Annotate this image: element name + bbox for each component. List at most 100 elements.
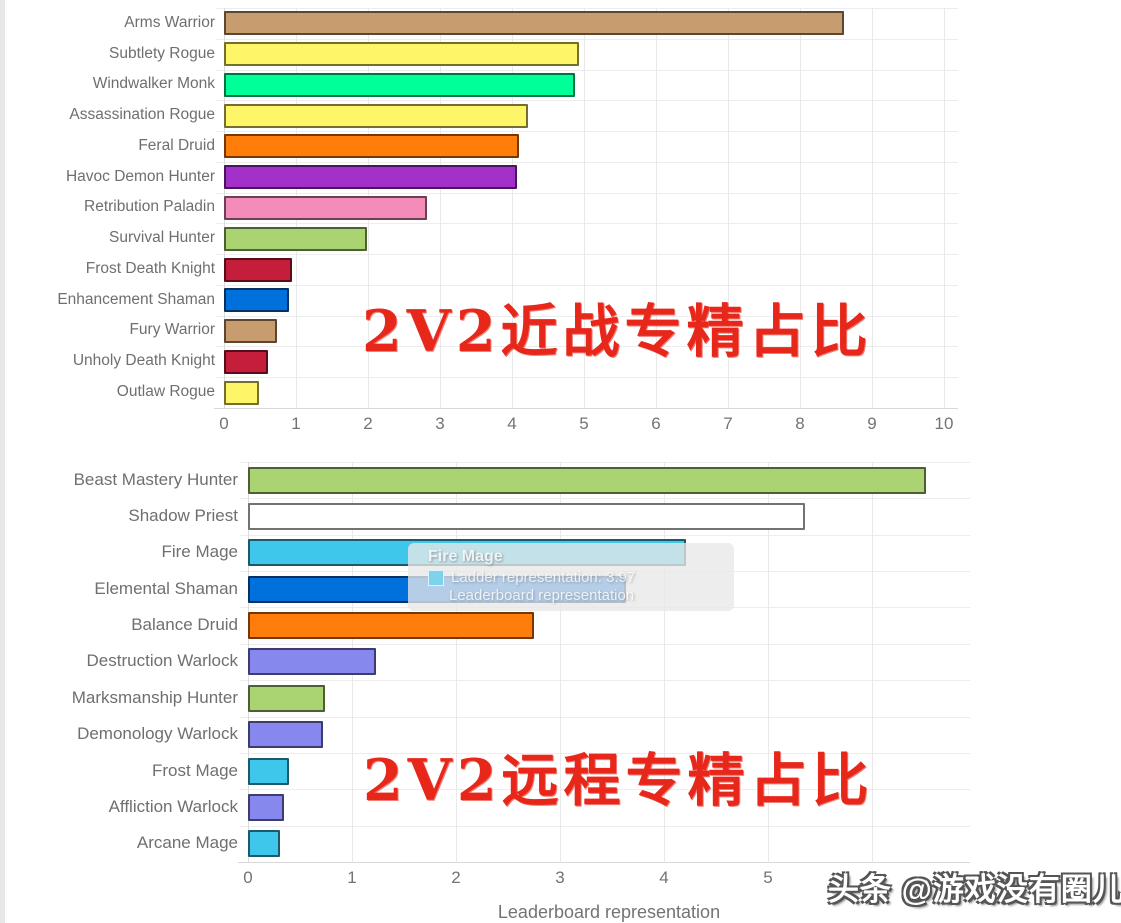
bar-havoc-demon-hunter[interactable] bbox=[224, 165, 517, 189]
category-label: Fury Warrior bbox=[129, 321, 215, 338]
tooltip-title: Fire Mage bbox=[428, 548, 503, 565]
category-label: Arms Warrior bbox=[124, 14, 215, 31]
melee-chart-overlay-title: 2V2近战专精占比 bbox=[362, 298, 873, 365]
x-tick-label: 0 bbox=[219, 414, 229, 433]
bar-unholy-death-knight[interactable] bbox=[224, 350, 268, 374]
value-gridline bbox=[944, 8, 945, 408]
category-gridline bbox=[216, 8, 958, 9]
value-gridline bbox=[728, 8, 729, 408]
bar-enhancement-shaman[interactable] bbox=[224, 288, 289, 312]
bar-shadow-priest[interactable] bbox=[248, 503, 805, 530]
category-gridline bbox=[240, 789, 970, 790]
category-label: Havoc Demon Hunter bbox=[65, 168, 215, 185]
category-label: Outlaw Rogue bbox=[116, 383, 215, 400]
x-tick-label: 5 bbox=[763, 868, 773, 887]
x-tick-label: 0 bbox=[243, 868, 253, 887]
x-tick-label: 9 bbox=[867, 414, 877, 433]
value-gridline bbox=[512, 8, 513, 408]
bar-outlaw-rogue[interactable] bbox=[224, 381, 259, 405]
category-label: Fire Mage bbox=[161, 542, 238, 561]
category-gridline bbox=[216, 254, 958, 255]
bar-retribution-paladin[interactable] bbox=[224, 196, 427, 220]
category-gridline bbox=[240, 826, 970, 827]
bar-balance-druid[interactable] bbox=[248, 612, 534, 639]
bar-beast-mastery-hunter[interactable] bbox=[248, 467, 926, 494]
x-tick-label: 10 bbox=[934, 414, 954, 433]
category-gridline bbox=[240, 644, 970, 645]
category-gridline bbox=[240, 462, 970, 463]
tooltip-line-leaderboard: Leaderboard representation bbox=[449, 587, 635, 604]
x-tick-label: 8 bbox=[795, 414, 805, 433]
category-label: Shadow Priest bbox=[128, 506, 238, 525]
category-label: Retribution Paladin bbox=[84, 198, 215, 215]
category-label: Subtlety Rogue bbox=[109, 45, 215, 62]
bar-feral-druid[interactable] bbox=[224, 134, 519, 158]
category-gridline bbox=[240, 717, 970, 718]
category-label: Frost Mage bbox=[152, 761, 238, 780]
chart-tooltip: Fire Mage Ladder representation: 3.97 Le… bbox=[408, 543, 734, 611]
x-tick-label: 4 bbox=[659, 868, 669, 887]
category-gridline bbox=[216, 193, 958, 194]
bar-survival-hunter[interactable] bbox=[224, 227, 367, 251]
category-gridline bbox=[216, 223, 958, 224]
tooltip-ladder-text: Ladder representation: 3.97 bbox=[451, 569, 636, 586]
x-axis-line bbox=[214, 408, 958, 409]
category-label: Assassination Rogue bbox=[69, 106, 215, 123]
bar-destruction-warlock[interactable] bbox=[248, 648, 376, 675]
category-gridline bbox=[216, 316, 958, 317]
category-gridline bbox=[216, 100, 958, 101]
ranged-chart-overlay-title: 2V2远程专精占比 bbox=[363, 747, 874, 814]
category-label: Elemental Shaman bbox=[94, 579, 238, 598]
x-tick-label: 1 bbox=[347, 868, 357, 887]
category-label: Windwalker Monk bbox=[92, 75, 215, 92]
category-label: Marksmanship Hunter bbox=[71, 688, 238, 707]
x-tick-label: 7 bbox=[723, 414, 733, 433]
category-label: Destruction Warlock bbox=[86, 651, 238, 670]
toutiao-watermark: 头条 @游戏没有圈儿 bbox=[828, 872, 1121, 907]
category-label: Balance Druid bbox=[131, 615, 238, 634]
bar-demonology-warlock[interactable] bbox=[248, 721, 323, 748]
category-label: Enhancement Shaman bbox=[57, 291, 215, 308]
x-tick-label: 3 bbox=[435, 414, 445, 433]
x-axis-title: Leaderboard representation bbox=[497, 902, 721, 922]
bar-windwalker-monk[interactable] bbox=[224, 73, 575, 97]
tooltip-line-ladder: Ladder representation: 3.97 bbox=[428, 569, 734, 586]
category-label: Affliction Warlock bbox=[108, 797, 238, 816]
bar-subtlety-rogue[interactable] bbox=[224, 42, 579, 66]
category-gridline bbox=[216, 70, 958, 71]
x-axis-line bbox=[238, 862, 970, 863]
category-gridline bbox=[216, 162, 958, 163]
category-gridline bbox=[240, 753, 970, 754]
category-gridline bbox=[216, 39, 958, 40]
tooltip-color-swatch-icon bbox=[428, 569, 444, 586]
category-gridline bbox=[216, 285, 958, 286]
category-gridline bbox=[216, 131, 958, 132]
bar-assassination-rogue[interactable] bbox=[224, 104, 528, 128]
bar-marksmanship-hunter[interactable] bbox=[248, 685, 325, 712]
category-gridline bbox=[240, 680, 970, 681]
x-tick-label: 3 bbox=[555, 868, 565, 887]
bar-affliction-warlock[interactable] bbox=[248, 794, 284, 821]
bar-frost-mage[interactable] bbox=[248, 758, 289, 785]
category-label: Survival Hunter bbox=[109, 229, 215, 246]
x-tick-label: 2 bbox=[451, 868, 461, 887]
bar-arms-warrior[interactable] bbox=[224, 11, 844, 35]
category-gridline bbox=[216, 346, 958, 347]
bar-fury-warrior[interactable] bbox=[224, 319, 277, 343]
category-label: Unholy Death Knight bbox=[72, 352, 215, 369]
bar-arcane-mage[interactable] bbox=[248, 830, 280, 857]
category-label: Feral Druid bbox=[138, 137, 215, 154]
category-label: Arcane Mage bbox=[136, 833, 238, 852]
value-gridline bbox=[560, 462, 561, 862]
x-tick-label: 5 bbox=[579, 414, 589, 433]
page-edge-strip bbox=[0, 0, 5, 923]
value-gridline bbox=[872, 8, 873, 408]
value-gridline bbox=[584, 8, 585, 408]
category-gridline bbox=[240, 498, 970, 499]
value-gridline bbox=[872, 462, 873, 862]
bar-frost-death-knight[interactable] bbox=[224, 258, 292, 282]
value-gridline bbox=[768, 462, 769, 862]
x-tick-label: 2 bbox=[363, 414, 373, 433]
category-gridline bbox=[216, 377, 958, 378]
